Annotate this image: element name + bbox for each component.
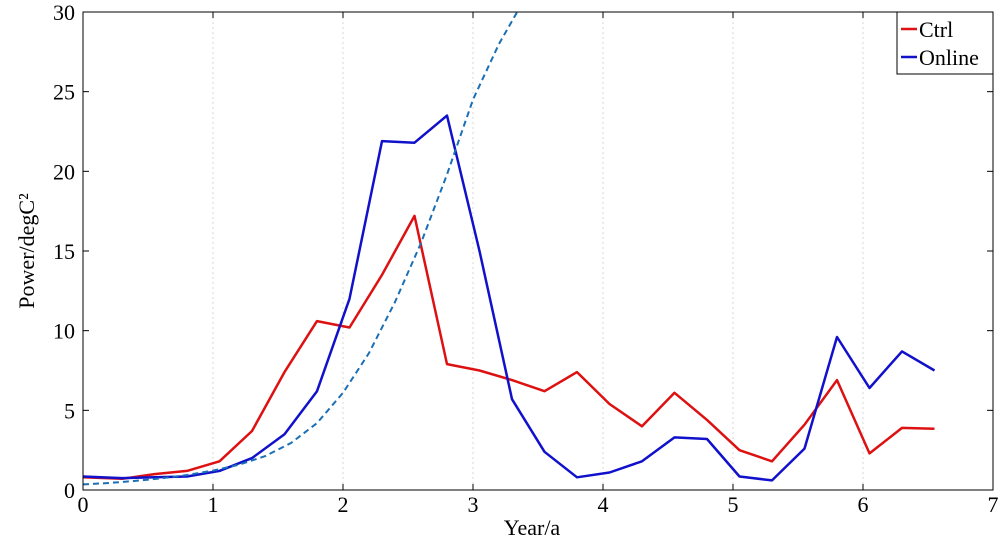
y-tick-label: 25 bbox=[53, 80, 75, 105]
y-tick-label: 0 bbox=[64, 478, 75, 503]
y-tick-label: 5 bbox=[64, 398, 75, 423]
y-tick-label: 30 bbox=[53, 0, 75, 25]
legend-box bbox=[896, 11, 994, 75]
legend-label-ctrl: Ctrl bbox=[919, 17, 953, 42]
x-tick-label: 7 bbox=[988, 492, 999, 517]
x-axis-title: Year/a bbox=[504, 515, 561, 540]
y-tick-label: 15 bbox=[53, 239, 75, 264]
x-tick-label: 5 bbox=[728, 492, 739, 517]
y-tick-label: 20 bbox=[53, 159, 75, 184]
fit-curve-dashed bbox=[83, 12, 519, 486]
series-layer bbox=[83, 12, 936, 486]
legend-label-online: Online bbox=[919, 45, 979, 70]
x-tick-label: 1 bbox=[208, 492, 219, 517]
legend: Ctrl Online bbox=[896, 11, 994, 75]
x-tick-label: 4 bbox=[598, 492, 609, 517]
axis-ticks: 0 1 2 3 4 5 6 7 0 5 10 15 20 25 30 bbox=[53, 0, 999, 517]
plot-frame bbox=[82, 11, 994, 491]
series-line-ctrl bbox=[83, 214, 935, 481]
x-tick-label: 0 bbox=[78, 492, 89, 517]
x-tick-label: 6 bbox=[858, 492, 869, 517]
grid-lines bbox=[212, 12, 864, 490]
x-tick-label: 2 bbox=[338, 492, 349, 517]
series-line-online bbox=[83, 114, 936, 482]
x-tick-label: 3 bbox=[468, 492, 479, 517]
y-tick-label: 10 bbox=[53, 319, 75, 344]
y-axis-title: Power/degC² bbox=[14, 193, 39, 309]
